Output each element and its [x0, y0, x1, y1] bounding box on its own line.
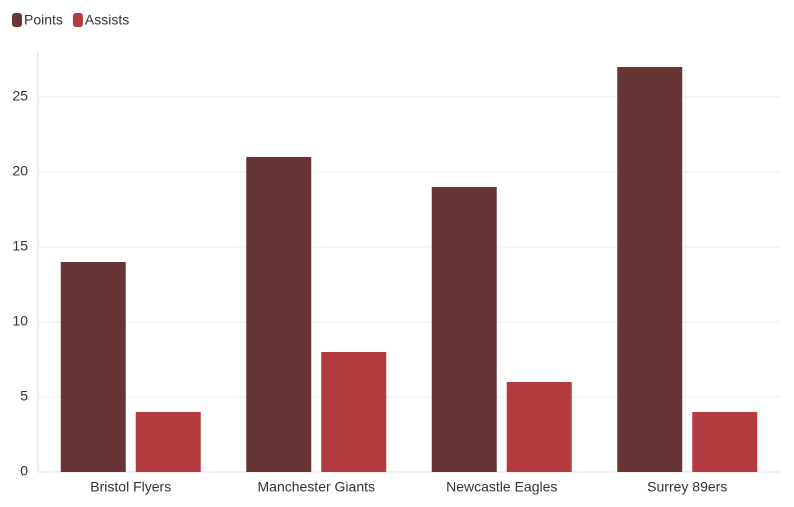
y-tick-label: 5 [20, 388, 28, 404]
x-tick-label: Bristol Flyers [90, 479, 171, 495]
bar [135, 412, 201, 472]
bar [506, 382, 572, 472]
y-tick-label: 10 [12, 313, 28, 329]
bar [246, 157, 312, 472]
x-tick-label: Manchester Giants [258, 479, 376, 495]
y-tick-label: 0 [20, 463, 28, 479]
bar [321, 352, 387, 472]
legend-swatch [12, 13, 22, 27]
x-tick-label: Surrey 89ers [647, 479, 727, 495]
y-tick-label: 25 [12, 88, 28, 104]
bar [431, 187, 497, 472]
bar [692, 412, 758, 472]
legend-swatch [72, 13, 83, 27]
x-tick-label: Newcastle Eagles [446, 479, 557, 495]
legend-label: Points [24, 12, 63, 28]
y-tick-label: 15 [12, 238, 28, 254]
y-tick-label: 20 [12, 163, 28, 179]
bar [60, 262, 126, 472]
bar [617, 67, 683, 472]
legend-label: Assists [85, 12, 129, 28]
